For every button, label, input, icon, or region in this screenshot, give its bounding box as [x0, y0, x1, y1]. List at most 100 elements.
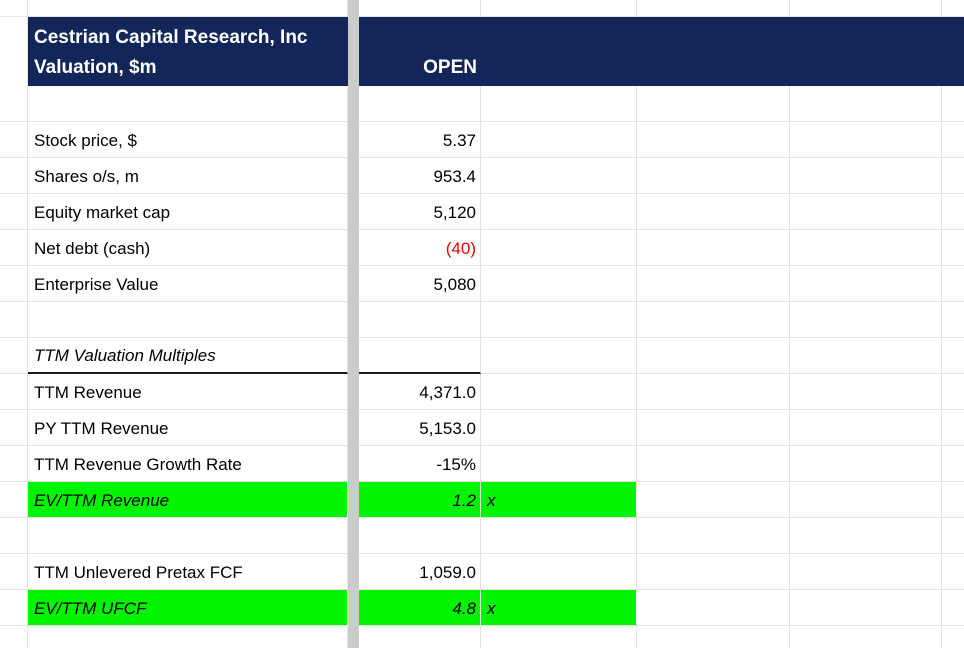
empty-cell[interactable] [481, 374, 637, 409]
empty-cell[interactable] [790, 266, 942, 301]
empty-cell[interactable] [0, 122, 28, 157]
empty-cell[interactable] [790, 374, 942, 409]
empty-cell[interactable] [942, 338, 964, 374]
empty-cell[interactable] [0, 86, 28, 121]
empty-cell[interactable] [28, 0, 348, 16]
label-cell[interactable]: Enterprise Value [28, 266, 348, 301]
header-fill[interactable] [359, 17, 481, 51]
empty-cell[interactable] [942, 626, 964, 648]
empty-cell[interactable] [0, 266, 28, 301]
empty-cell[interactable] [0, 554, 28, 589]
empty-cell[interactable] [942, 86, 964, 121]
empty-cell[interactable] [790, 158, 942, 193]
empty-cell[interactable] [0, 51, 28, 86]
empty-cell[interactable] [481, 86, 637, 121]
empty-cell[interactable] [790, 626, 942, 648]
value-cell[interactable]: 5.37 [359, 122, 481, 157]
value-cell[interactable] [359, 86, 481, 121]
empty-cell[interactable] [0, 158, 28, 193]
header-fill[interactable] [942, 17, 964, 51]
label-cell[interactable]: Net debt (cash) [28, 230, 348, 265]
value-cell[interactable] [359, 518, 481, 553]
empty-cell[interactable] [481, 518, 637, 553]
empty-cell[interactable] [942, 194, 964, 229]
label-cell[interactable]: TTM Unlevered Pretax FCF [28, 554, 348, 589]
empty-cell[interactable] [637, 590, 790, 625]
value-cell[interactable] [359, 626, 481, 648]
empty-cell[interactable] [790, 446, 942, 481]
empty-cell[interactable] [0, 338, 28, 374]
value-cell[interactable]: 1,059.0 [359, 554, 481, 589]
empty-cell[interactable] [0, 17, 28, 51]
empty-cell[interactable] [637, 266, 790, 301]
label-cell[interactable]: TTM Revenue [28, 374, 348, 409]
empty-cell[interactable] [0, 194, 28, 229]
empty-cell[interactable] [0, 482, 28, 517]
empty-cell[interactable] [0, 626, 28, 648]
empty-cell[interactable] [637, 482, 790, 517]
multiple-unit-cell[interactable]: x [481, 590, 637, 625]
value-cell-negative[interactable]: (40) [359, 230, 481, 265]
empty-cell[interactable] [790, 338, 942, 374]
empty-cell[interactable] [637, 122, 790, 157]
multiple-unit-cell[interactable]: x [481, 482, 637, 517]
empty-cell[interactable] [359, 0, 481, 16]
label-cell[interactable]: PY TTM Revenue [28, 410, 348, 445]
label-cell[interactable] [28, 302, 348, 337]
empty-cell[interactable] [0, 590, 28, 625]
empty-cell[interactable] [942, 0, 964, 16]
empty-cell[interactable] [637, 554, 790, 589]
empty-cell[interactable] [942, 158, 964, 193]
header-fill[interactable] [637, 51, 790, 86]
value-cell[interactable]: 953.4 [359, 158, 481, 193]
empty-cell[interactable] [637, 626, 790, 648]
header-fill[interactable] [942, 51, 964, 86]
empty-cell[interactable] [790, 194, 942, 229]
empty-cell[interactable] [790, 554, 942, 589]
label-cell-highlight[interactable]: EV/TTM UFCF [28, 590, 348, 625]
header-fill[interactable] [637, 17, 790, 51]
empty-cell[interactable] [790, 482, 942, 517]
empty-cell[interactable] [0, 230, 28, 265]
empty-cell[interactable] [790, 410, 942, 445]
sheet-subtitle[interactable]: Valuation, $m [28, 51, 348, 86]
value-cell[interactable]: 5,153.0 [359, 410, 481, 445]
column-header-open[interactable]: OPEN [359, 51, 481, 86]
empty-cell[interactable] [0, 518, 28, 553]
empty-cell[interactable] [0, 0, 28, 16]
empty-cell[interactable] [637, 0, 790, 16]
label-cell-highlight[interactable]: EV/TTM Revenue [28, 482, 348, 517]
value-cell[interactable]: 5,120 [359, 194, 481, 229]
value-cell[interactable]: -15% [359, 446, 481, 481]
empty-cell[interactable] [637, 410, 790, 445]
empty-cell[interactable] [481, 122, 637, 157]
empty-cell[interactable] [637, 338, 790, 374]
label-cell[interactable] [28, 626, 348, 648]
empty-cell[interactable] [942, 410, 964, 445]
empty-cell[interactable] [942, 482, 964, 517]
empty-cell[interactable] [637, 518, 790, 553]
empty-cell[interactable] [481, 446, 637, 481]
empty-cell[interactable] [481, 554, 637, 589]
empty-cell[interactable] [790, 590, 942, 625]
empty-cell[interactable] [942, 266, 964, 301]
empty-cell[interactable] [790, 0, 942, 16]
header-fill[interactable] [790, 17, 942, 51]
empty-cell[interactable] [637, 86, 790, 121]
value-cell[interactable] [359, 302, 481, 337]
empty-cell[interactable] [481, 0, 637, 16]
empty-cell[interactable] [942, 554, 964, 589]
empty-cell[interactable] [481, 158, 637, 193]
empty-cell[interactable] [0, 446, 28, 481]
empty-cell[interactable] [637, 446, 790, 481]
empty-cell[interactable] [790, 302, 942, 337]
label-cell[interactable] [28, 518, 348, 553]
value-cell-highlight[interactable]: 4.8 [359, 590, 481, 625]
label-cell[interactable]: Stock price, $ [28, 122, 348, 157]
label-cell[interactable]: TTM Revenue Growth Rate [28, 446, 348, 481]
empty-cell[interactable] [942, 518, 964, 553]
empty-cell[interactable] [790, 518, 942, 553]
empty-cell[interactable] [942, 302, 964, 337]
value-cell[interactable]: 5,080 [359, 266, 481, 301]
empty-cell[interactable] [790, 122, 942, 157]
